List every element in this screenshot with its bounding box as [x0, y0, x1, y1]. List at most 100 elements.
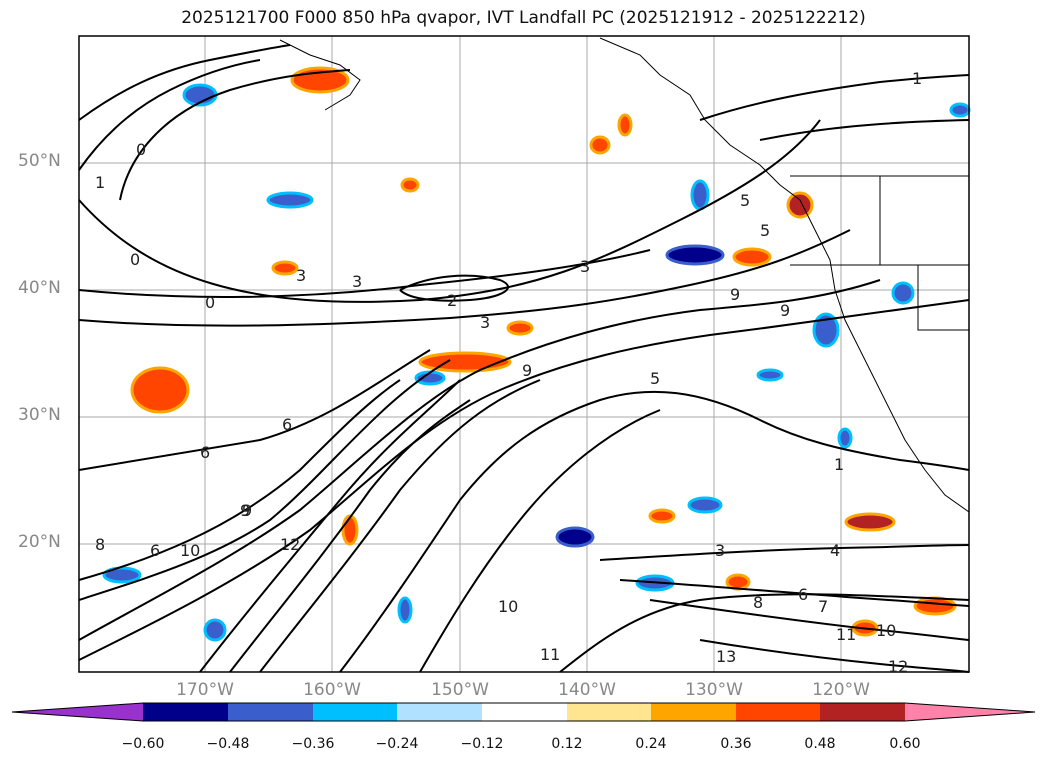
colorbar-segment — [228, 703, 313, 721]
colorbar — [11, 702, 1036, 722]
contour-line — [699, 639, 970, 673]
colorbar-tick-label: 0.48 — [804, 736, 836, 752]
colorbar-tick-label: 0.36 — [720, 736, 752, 752]
colorbar-tick-label: 0.60 — [889, 736, 921, 752]
contour-line — [78, 379, 401, 581]
lon-label-170w: 170°W — [176, 680, 234, 700]
contour-line — [78, 59, 261, 171]
contour-label: 0 — [205, 293, 215, 312]
contour-label: 9 — [522, 361, 532, 380]
contour-label: 6 — [200, 443, 210, 462]
contour-line — [649, 599, 970, 641]
lat-label-20n: 20°N — [18, 532, 61, 552]
contour-label: 5 — [740, 191, 750, 210]
negative-patch — [102, 566, 142, 584]
positive-patch — [648, 508, 676, 524]
contour-label: 10 — [876, 621, 896, 640]
colorbar-extend-right — [905, 703, 1035, 721]
lon-label-150w: 150°W — [431, 680, 489, 700]
colorbar-segment — [313, 703, 397, 721]
contour-line — [619, 579, 970, 607]
contour-line — [259, 379, 541, 673]
colorbar-tick-label: −0.36 — [291, 736, 335, 752]
colorbar-segment — [651, 703, 736, 721]
colorbar-tick-label: 0.12 — [551, 736, 583, 752]
positive-patch — [400, 177, 420, 193]
contour-line — [78, 299, 970, 661]
contour-label: 9 — [240, 501, 250, 520]
colorbar-segment — [482, 703, 567, 721]
negative-patch — [555, 526, 595, 548]
lat-label-50n: 50°N — [18, 151, 61, 171]
negative-patch — [665, 244, 725, 266]
positive-patch — [506, 320, 534, 336]
positive-patch — [341, 514, 359, 546]
contour-line — [78, 349, 431, 471]
contour-label: 11 — [540, 645, 560, 664]
contour-label: 8 — [753, 593, 763, 612]
alaska-coast — [279, 39, 361, 111]
contour-line — [339, 390, 970, 673]
contour-label: 5 — [650, 369, 660, 388]
negative-patch — [687, 496, 723, 514]
contour-label: 6 — [150, 541, 160, 560]
contour-label: 9 — [780, 301, 790, 320]
contour-label: 3 — [296, 266, 306, 285]
contour-label: 2 — [447, 291, 457, 310]
contour-line — [399, 274, 509, 302]
colorbar-tick-label: −0.60 — [121, 736, 165, 752]
colorbar-tick-label: −0.48 — [206, 736, 250, 752]
lon-label-120w: 120°W — [812, 680, 870, 700]
state-borders — [790, 175, 969, 331]
north-america-coast — [599, 37, 970, 513]
colorbar-segment — [736, 703, 820, 721]
colorbar-tick-label: −0.12 — [460, 736, 504, 752]
contour-line — [78, 119, 821, 303]
contour-label: 1 — [834, 455, 844, 474]
negative-patch — [891, 281, 915, 305]
positive-patch — [589, 135, 611, 155]
map-background — [79, 36, 969, 672]
contour-label: 5 — [760, 221, 770, 240]
negative-patch — [812, 312, 840, 348]
contour-line — [78, 279, 881, 641]
positive-patch — [844, 512, 896, 532]
contour-line — [119, 69, 351, 201]
contour-label: 3 — [580, 257, 590, 276]
contour-label: 9 — [730, 285, 740, 304]
contour-label: 8 — [95, 535, 105, 554]
contour-label: 13 — [716, 647, 736, 666]
colorbar-segment — [820, 703, 905, 721]
positive-patch — [732, 247, 772, 267]
contour-line — [759, 119, 970, 141]
lat-label-40n: 40°N — [18, 278, 61, 298]
map-frame — [78, 35, 970, 673]
lon-label-140w: 140°W — [558, 680, 616, 700]
contour-label: 0 — [136, 140, 146, 159]
lon-label-130w: 130°W — [685, 680, 743, 700]
lon-label-160w: 160°W — [303, 680, 361, 700]
positive-patch — [418, 351, 512, 373]
contour-line — [419, 409, 661, 673]
contour-line — [78, 359, 451, 601]
gridlines — [79, 36, 969, 672]
contour-label: 1 — [95, 173, 105, 192]
negative-patch — [837, 427, 853, 449]
contour-label: 9 — [242, 501, 252, 520]
contour-label: 3 — [715, 541, 725, 560]
contour-line — [229, 399, 471, 673]
contour-line — [599, 544, 970, 561]
contour-label: 3 — [352, 272, 362, 291]
negative-patch — [397, 596, 413, 624]
colorbar-segment — [143, 703, 228, 721]
contour-line — [78, 229, 851, 327]
positive-patch — [130, 366, 190, 414]
colorbar-outline — [11, 702, 1036, 722]
chart-title: 2025121700 F000 850 hPa qvapor, IVT Land… — [181, 8, 866, 28]
negative-patch — [690, 179, 710, 211]
coastlines — [279, 37, 970, 513]
qvapor-fill-patches — [102, 66, 971, 642]
negative-patch — [203, 618, 227, 642]
contour-label: 10 — [498, 597, 518, 616]
